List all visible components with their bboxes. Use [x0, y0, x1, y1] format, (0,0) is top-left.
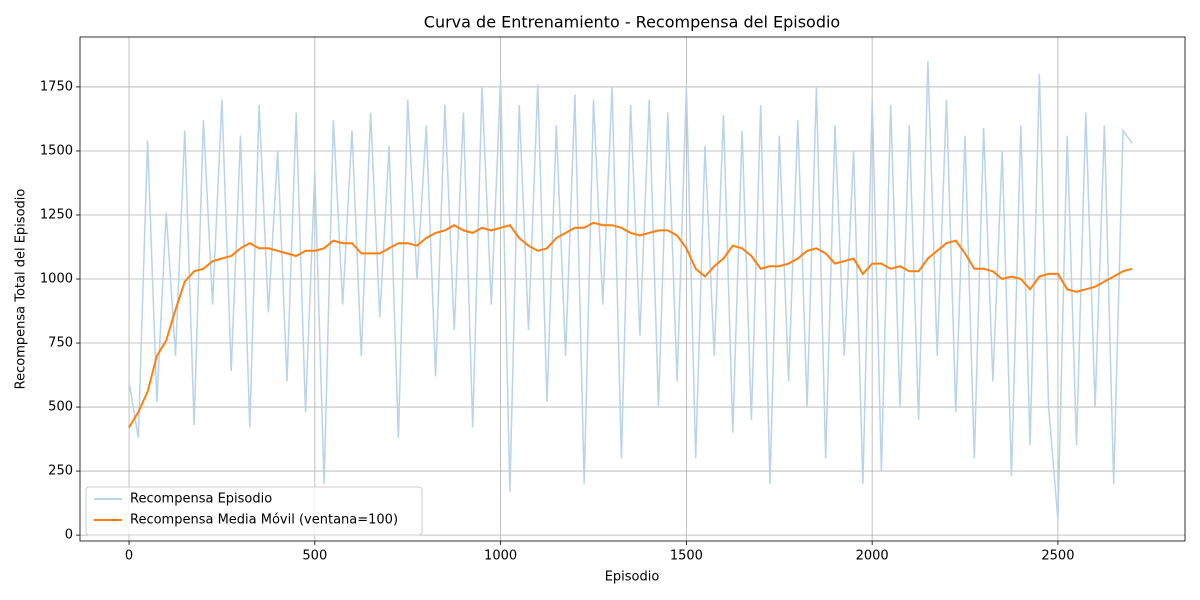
y-axis-label: Recompensa Total del Episodio: [14, 189, 29, 390]
x-tick-label: 1500: [670, 549, 703, 564]
x-tick-label: 1000: [484, 549, 517, 564]
chart-title: Curva de Entrenamiento - Recompensa del …: [424, 13, 840, 32]
y-tick-label: 1750: [40, 79, 73, 94]
x-tick-label: 2500: [1041, 549, 1074, 564]
data-line: [128, 221, 1133, 429]
y-tick-label: 500: [48, 400, 73, 415]
y-tick-label: 1500: [40, 143, 73, 158]
y-tick-label: 0: [65, 528, 73, 543]
data-line: [128, 61, 1133, 520]
x-tick-label: 500: [302, 549, 327, 564]
plot-frame: [79, 36, 1186, 542]
x-tick-label: 2000: [856, 549, 889, 564]
x-tick-label: 0: [125, 549, 133, 564]
legend-label: Recompensa Media Móvil (ventana=100): [130, 513, 398, 528]
legend-label: Recompensa Episodio: [130, 492, 272, 507]
y-tick-label: 1000: [40, 272, 73, 287]
y-tick-label: 1250: [40, 207, 73, 222]
y-tick-label: 750: [48, 336, 73, 351]
legend: Recompensa Episodio Recompensa Media Móvi…: [85, 486, 423, 536]
y-tick-label: 250: [48, 464, 73, 479]
x-axis-label: Episodio: [605, 570, 660, 585]
legend-box: [85, 486, 423, 536]
